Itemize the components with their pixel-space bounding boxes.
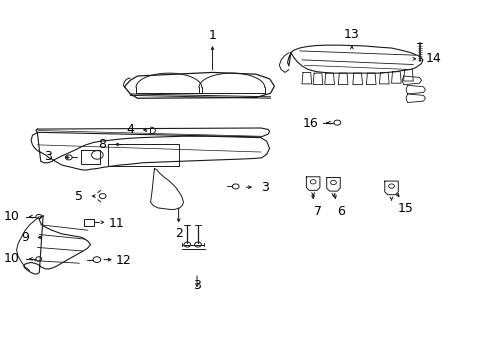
Text: 10: 10	[4, 210, 20, 223]
Text: 9: 9	[20, 231, 29, 244]
Text: 2: 2	[174, 226, 182, 240]
Text: 1: 1	[208, 29, 216, 42]
Bar	[81, 149, 100, 164]
Text: 16: 16	[302, 117, 317, 130]
Text: 3: 3	[44, 150, 52, 163]
Text: 11: 11	[108, 216, 124, 230]
Text: 14: 14	[425, 52, 440, 65]
Text: 12: 12	[116, 254, 131, 267]
Text: 8: 8	[98, 138, 106, 150]
Text: 10: 10	[4, 252, 20, 265]
Text: 5: 5	[75, 190, 82, 203]
Text: 6: 6	[336, 205, 344, 218]
Text: 13: 13	[343, 28, 359, 41]
Bar	[108, 144, 178, 166]
Text: 3: 3	[193, 279, 201, 292]
Text: 4: 4	[126, 123, 134, 136]
Text: 15: 15	[397, 202, 413, 215]
Bar	[84, 219, 94, 226]
Text: 7: 7	[313, 205, 321, 218]
Text: 3: 3	[261, 181, 268, 194]
